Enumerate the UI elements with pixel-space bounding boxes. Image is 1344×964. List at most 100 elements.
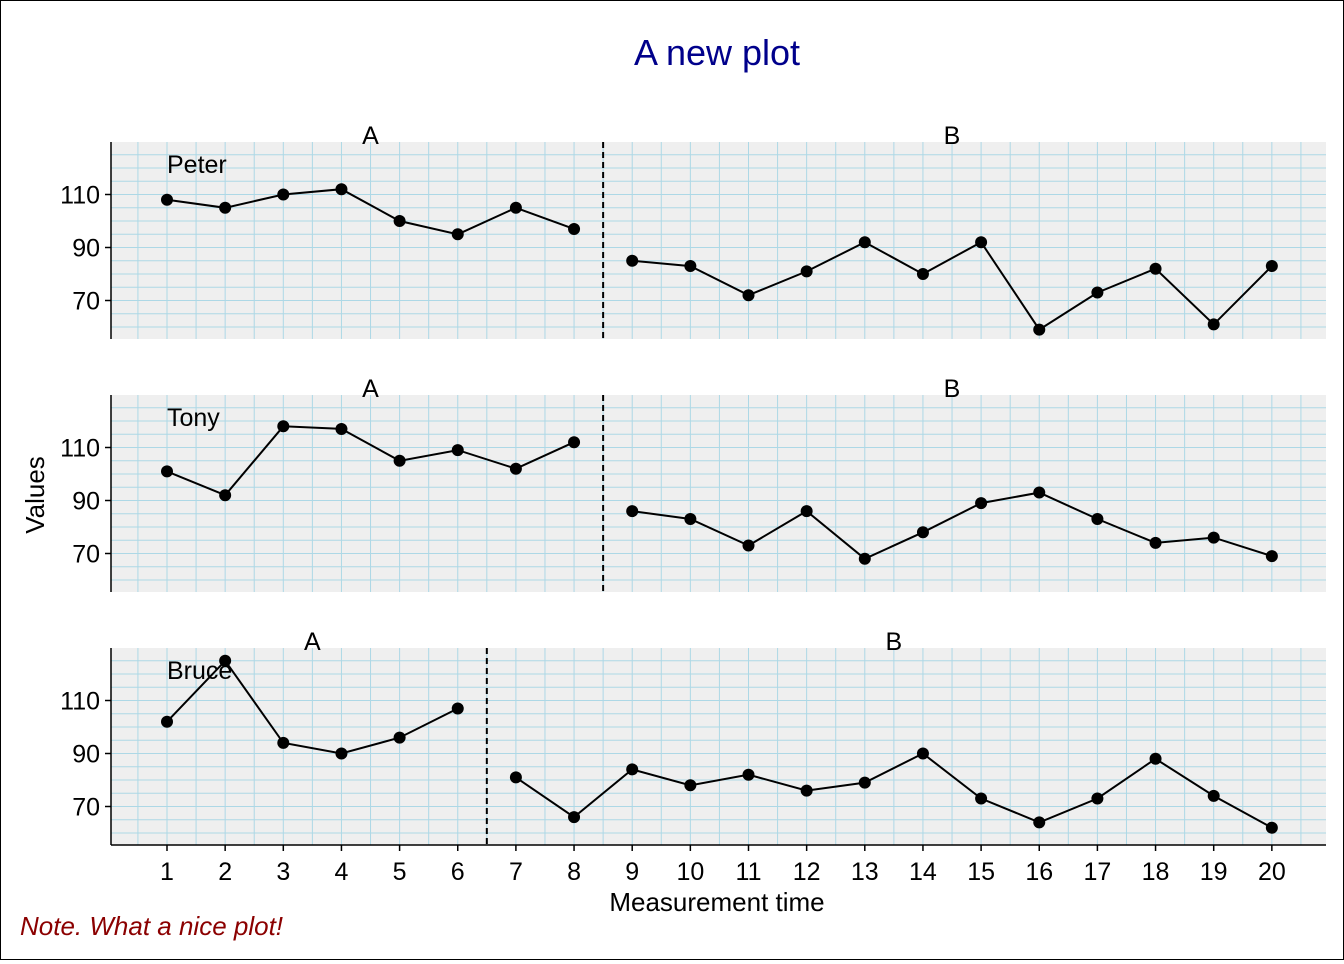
data-point xyxy=(1149,536,1162,549)
x-tick-label: 3 xyxy=(276,858,290,886)
series-line xyxy=(632,240,1273,331)
case-label: Peter xyxy=(167,151,227,179)
data-point xyxy=(858,552,871,565)
x-tick-label: 13 xyxy=(851,858,879,886)
data-point xyxy=(509,771,522,784)
x-tick-label: 16 xyxy=(1025,858,1053,886)
data-point xyxy=(1033,816,1046,829)
x-tick-label: 7 xyxy=(509,858,523,886)
x-tick-label: 11 xyxy=(736,858,762,886)
x-tick-label: 14 xyxy=(909,858,937,886)
x-tick-label: 2 xyxy=(218,858,232,886)
data-point xyxy=(626,763,639,776)
data-point xyxy=(451,702,464,715)
panel-tony: 70 90 110 A B Tony xyxy=(60,375,1326,592)
y-tick-label: 70 xyxy=(72,288,100,316)
y-axis-label: Values xyxy=(20,456,50,534)
y-tick-label: 90 xyxy=(72,741,100,769)
data-point xyxy=(1033,323,1046,336)
y-tick-label: 70 xyxy=(72,794,100,822)
data-point xyxy=(684,513,697,526)
phase-label: B xyxy=(944,122,961,150)
data-point xyxy=(277,188,290,201)
data-point xyxy=(916,747,929,760)
data-point xyxy=(1149,752,1162,765)
data-point xyxy=(916,268,929,280)
plot-note: Note. What a nice plot! xyxy=(20,911,283,941)
case-label: Tony xyxy=(167,404,220,432)
data-point xyxy=(568,811,581,824)
series-line xyxy=(632,491,1273,560)
x-tick-label: 4 xyxy=(334,858,348,886)
y-tick-label: 90 xyxy=(72,235,100,263)
x-tick-label: 8 xyxy=(567,858,581,886)
data-point xyxy=(1207,789,1220,802)
data-point xyxy=(626,505,639,518)
data-point xyxy=(800,505,813,518)
data-point xyxy=(277,420,290,433)
data-point xyxy=(1091,513,1104,526)
data-point xyxy=(277,736,290,749)
data-point xyxy=(219,489,232,502)
x-tick-label: 18 xyxy=(1142,858,1170,886)
x-axis-label: Measurement time xyxy=(609,887,824,917)
data-point xyxy=(161,465,173,478)
data-point xyxy=(1091,792,1104,805)
data-point xyxy=(916,526,929,539)
y-tick-label: 110 xyxy=(60,435,100,463)
series-line xyxy=(515,752,1273,829)
data-point xyxy=(1033,486,1046,499)
panel-background xyxy=(111,648,1326,845)
panel-peter: 70 90 110 A B Peter xyxy=(60,122,1326,339)
data-point xyxy=(509,462,522,475)
series-line xyxy=(166,188,575,236)
y-tick-label: 110 xyxy=(60,688,100,716)
chart-title: A new plot xyxy=(634,32,800,73)
data-point xyxy=(161,193,173,206)
data-point xyxy=(975,236,988,249)
phase-label: A xyxy=(362,375,379,403)
y-tick-label: 110 xyxy=(60,182,100,210)
data-point xyxy=(393,454,406,467)
data-point xyxy=(509,201,522,214)
data-point xyxy=(975,792,988,805)
phase-label: A xyxy=(304,628,321,656)
data-point xyxy=(1265,260,1278,273)
series-line xyxy=(166,425,575,497)
x-tick-label: 9 xyxy=(625,858,639,886)
data-point xyxy=(858,236,871,249)
x-tick-label: 15 xyxy=(967,858,995,886)
data-point xyxy=(335,422,348,435)
data-point xyxy=(684,779,697,792)
data-point xyxy=(626,254,639,267)
x-tick-label: 1 xyxy=(160,858,174,886)
data-point xyxy=(1265,550,1278,563)
data-point xyxy=(742,768,755,781)
data-point xyxy=(335,183,348,196)
data-point xyxy=(335,747,348,760)
y-tick-label: 70 xyxy=(72,541,100,569)
x-tick-label: 20 xyxy=(1258,858,1286,886)
data-point xyxy=(393,731,406,744)
series-line xyxy=(166,659,459,755)
data-point xyxy=(975,497,988,510)
y-tick-label: 90 xyxy=(72,488,100,516)
data-point xyxy=(742,539,755,552)
data-point xyxy=(1207,531,1220,544)
data-point xyxy=(568,222,581,235)
data-point xyxy=(684,260,697,273)
phase-label: B xyxy=(886,628,903,656)
data-point xyxy=(1265,821,1278,834)
data-point xyxy=(1149,262,1162,275)
x-tick-label: 12 xyxy=(793,858,821,886)
x-axis: 1 2 3 4 5 6 7 8 9 10 11 12 13 14 15 16 17 18 19 20 xyxy=(111,844,1326,886)
data-point xyxy=(451,444,464,457)
x-tick-label: 17 xyxy=(1083,858,1111,886)
x-tick-label: 10 xyxy=(676,858,704,886)
data-point xyxy=(742,289,755,302)
data-point xyxy=(1207,318,1220,331)
